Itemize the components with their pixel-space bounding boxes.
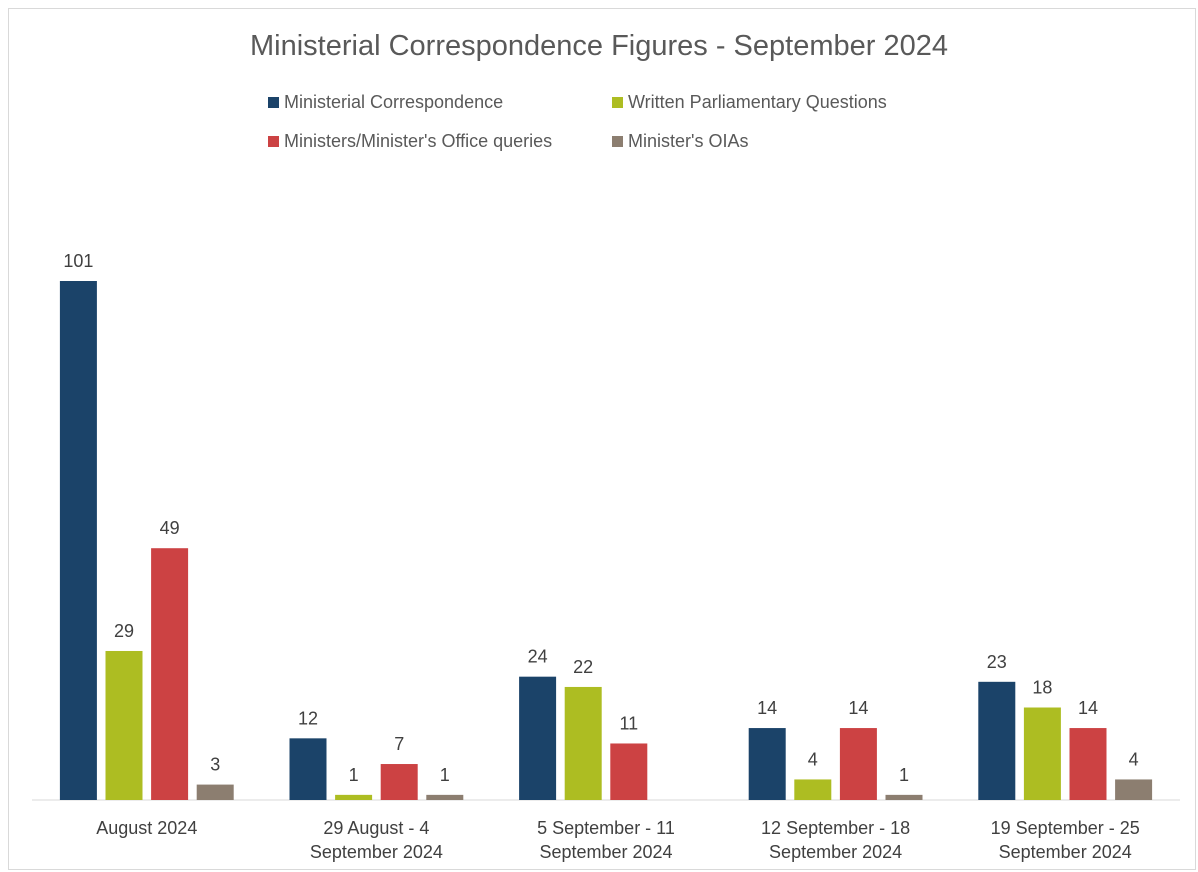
legend-label: Ministerial Correspondence <box>284 92 504 112</box>
bar <box>196 784 234 800</box>
data-label: 3 <box>210 755 220 775</box>
legend-label: Written Parliamentary Questions <box>628 92 887 112</box>
bar <box>289 738 327 800</box>
bar <box>610 743 648 800</box>
bar <box>151 548 189 800</box>
bar <box>1023 707 1061 800</box>
legend-label: Ministers/Minister's Office queries <box>284 131 553 151</box>
bar <box>978 681 1016 800</box>
legend-item-ministers-office-queries: Ministers/Minister's Office queries <box>268 131 552 152</box>
legend-swatch <box>268 97 279 108</box>
x-tick-label: September 2024 <box>999 842 1132 862</box>
data-label: 23 <box>987 652 1007 672</box>
data-label: 14 <box>848 698 868 718</box>
data-label: 1 <box>899 765 909 785</box>
data-label: 29 <box>114 621 134 641</box>
bar <box>564 686 602 800</box>
bar <box>380 764 418 800</box>
legend-label: Minister's OIAs <box>628 131 749 151</box>
x-tick-label: 19 September - 25 <box>991 818 1140 838</box>
data-label: 14 <box>1078 698 1098 718</box>
bar <box>885 794 923 800</box>
chart-frame <box>8 8 1196 870</box>
bar <box>105 650 143 800</box>
legend-swatch <box>268 136 279 147</box>
data-label: 11 <box>619 713 638 733</box>
bar <box>748 728 786 800</box>
bar <box>1069 728 1107 800</box>
bar <box>426 794 464 800</box>
chart-title: Ministerial Correspondence Figures - Sep… <box>250 30 948 62</box>
data-label: 49 <box>160 518 180 538</box>
x-tick-label: 29 August - 4 <box>323 818 429 838</box>
data-label: 24 <box>528 647 548 667</box>
legend-item-ministerial-correspondence: Ministerial Correspondence <box>268 92 503 113</box>
data-label: 14 <box>757 698 777 718</box>
bar <box>335 794 373 800</box>
data-label: 1 <box>349 765 359 785</box>
bar <box>839 728 877 800</box>
data-label: 101 <box>63 251 93 271</box>
x-tick-label: September 2024 <box>769 842 902 862</box>
bar <box>59 281 97 800</box>
x-tick-label: 5 September - 11 <box>537 818 675 838</box>
bar <box>1115 779 1153 800</box>
legend-swatch <box>612 136 623 147</box>
data-label: 1 <box>440 765 450 785</box>
x-tick-label: September 2024 <box>539 842 672 862</box>
data-label: 22 <box>573 657 593 677</box>
data-label: 12 <box>298 708 318 728</box>
bar <box>519 676 557 800</box>
data-label: 18 <box>1032 678 1052 698</box>
bar <box>794 779 832 800</box>
x-tick-label: 12 September - 18 <box>761 818 910 838</box>
legend-item-ministers-oias: Minister's OIAs <box>612 131 748 152</box>
legend-item-written-parliamentary-questions: Written Parliamentary Questions <box>612 92 887 113</box>
x-tick-label: August 2024 <box>96 818 197 838</box>
data-label: 7 <box>394 734 404 754</box>
x-tick-label: September 2024 <box>310 842 443 862</box>
data-label: 4 <box>1129 749 1139 769</box>
data-label: 4 <box>808 749 818 769</box>
legend-swatch <box>612 97 623 108</box>
